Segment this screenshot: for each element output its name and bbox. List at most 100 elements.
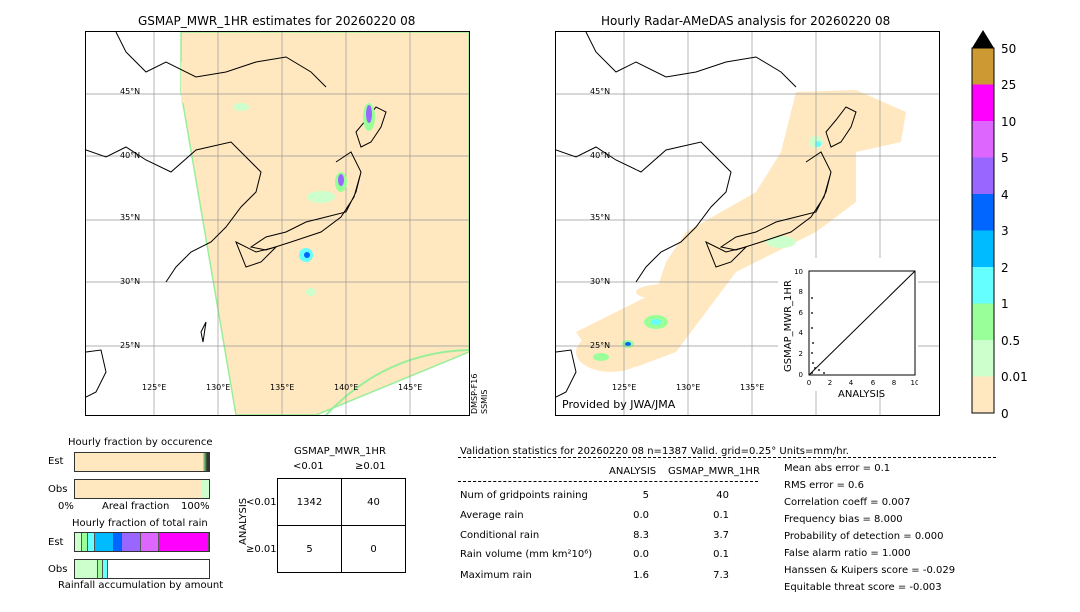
contingency-row1: <0.01 xyxy=(246,497,277,508)
colorbar-segment xyxy=(972,157,994,195)
left-lon-130: 130°E xyxy=(206,383,230,392)
data-credit: Provided by JWA/JMA xyxy=(562,398,676,411)
total-rain-segment xyxy=(95,533,114,551)
left-lon-135: 135°E xyxy=(270,383,294,392)
total-rain-segment xyxy=(121,533,141,551)
sensor-name: SSMIS xyxy=(480,389,489,415)
occurrence-title: Hourly fraction by occurence xyxy=(68,437,213,448)
occurrence-est-bar xyxy=(74,452,210,472)
right-map-title: Hourly Radar-AMeDAS analysis for 2026022… xyxy=(601,14,891,28)
colorbar-segment xyxy=(972,121,994,158)
cbar-label-0-5: 0.5 xyxy=(1001,334,1021,348)
scatter-ytick-8: 8 xyxy=(799,288,803,296)
right-lon-125: 125°E xyxy=(612,383,636,392)
scatter-ytick-4: 4 xyxy=(799,329,804,337)
stat-gsmap-average: 0.1 xyxy=(713,510,729,521)
occurrence-obs-label: Obs xyxy=(48,484,68,495)
occurrence-est-fill xyxy=(75,453,205,471)
contingency-cell-10: 5 xyxy=(277,525,342,573)
contingency-cell-00: 1342 xyxy=(277,478,342,526)
colorbar-segment xyxy=(972,84,994,122)
occurrence-axis-right: 100% xyxy=(181,501,210,512)
stat-label-average: Average rain xyxy=(460,510,524,521)
scatter-xtick-4: 4 xyxy=(849,379,854,387)
colorbar-segment xyxy=(972,267,994,304)
stat-label-maximum: Maximum rain xyxy=(460,570,532,581)
satellite-name: DMSP-F16 xyxy=(470,373,479,414)
stat-analysis-raining: 5 xyxy=(642,490,649,501)
cbar-label-1: 1 xyxy=(1001,297,1009,311)
stat-gsmap-maximum: 7.3 xyxy=(713,570,729,581)
stat-label-volume: Rain volume (mm km²10⁶) xyxy=(460,549,593,560)
scatter-svg: 0 2 4 6 8 10 0 2 4 6 8 10 xyxy=(794,268,918,387)
colorbar-svg xyxy=(971,30,995,414)
right-map: 45°N 40°N 35°N 30°N 25°N 125°E 130°E 135… xyxy=(555,31,940,416)
contingency-table: 1342 40 5 0 xyxy=(277,478,406,573)
right-lat-35: 35°N xyxy=(590,213,610,222)
occurrence-axis-mid: Areal fraction xyxy=(102,501,170,512)
total-rain-caption: Rainfall accumulation by amount xyxy=(58,580,224,591)
cbar-label-10: 10 xyxy=(1001,115,1017,129)
scatter-xtick-6: 6 xyxy=(871,379,876,387)
occurrence-obs-fill xyxy=(75,480,203,498)
cbar-label-2: 2 xyxy=(1001,261,1009,275)
cbar-label-25: 25 xyxy=(1001,78,1017,92)
occurrence-axis-left: 0% xyxy=(58,501,74,512)
total-rain-obs-bar xyxy=(74,559,210,579)
score-mae: Mean abs error = 0.1 xyxy=(784,463,891,474)
score-rmse: RMS error = 0.6 xyxy=(784,480,864,491)
scatter-points xyxy=(811,297,825,374)
colorbar-segment xyxy=(972,340,994,377)
scatter-ytick-0: 0 xyxy=(799,371,803,379)
colorbar-segment xyxy=(972,194,994,231)
colorbar-segment xyxy=(972,303,994,341)
total-rain-segment xyxy=(140,533,160,551)
total-rain-est-label: Est xyxy=(48,537,64,548)
left-lat-30: 30°N xyxy=(120,277,140,286)
scatter-ytick-10: 10 xyxy=(794,268,803,276)
contingency-title: GSMAP_MWR_1HR xyxy=(294,446,386,457)
contingency-cell-01: 40 xyxy=(341,478,406,526)
score-frequency-bias: Frequency bias = 8.000 xyxy=(784,514,903,525)
right-lat-30: 30°N xyxy=(590,277,610,286)
right-lon-130: 130°E xyxy=(676,383,700,392)
left-map: 45°N 40°N 35°N 30°N 25°N 125°E 130°E 135… xyxy=(85,31,470,416)
satellite-label: DMSP-F16 SSMIS xyxy=(470,374,490,414)
right-lat-25: 25°N xyxy=(590,341,610,350)
scatter-xtick-10: 10 xyxy=(911,379,918,387)
total-rain-segment xyxy=(103,560,109,578)
cbar-label-3: 3 xyxy=(1001,224,1009,238)
stat-analysis-volume: 0.0 xyxy=(633,549,649,560)
score-ets: Equitable threat score = -0.003 xyxy=(784,582,942,593)
contingency-col1: <0.01 xyxy=(293,461,324,472)
total-rain-segment xyxy=(75,560,98,578)
scatter-ytick-6: 6 xyxy=(799,309,804,317)
validation-col-gsmap: GSMAP_MWR_1HR xyxy=(668,466,760,477)
cbar-label-0: 0 xyxy=(1001,407,1009,421)
left-map-canvas: 45°N 40°N 35°N 30°N 25°N 125°E 130°E 135… xyxy=(86,32,469,415)
left-lon-125: 125°E xyxy=(142,383,166,392)
total-rain-segment xyxy=(159,533,209,551)
left-lat-45: 45°N xyxy=(120,87,140,96)
validation-col-analysis: ANALYSIS xyxy=(609,466,657,477)
scatter-ylabel: GSMAP_MWR_1HR xyxy=(783,280,794,372)
scatter-xtick-8: 8 xyxy=(892,379,896,387)
stat-label-raining: Num of gridpoints raining xyxy=(460,490,588,501)
left-lat-40: 40°N xyxy=(120,151,140,160)
total-rain-title: Hourly fraction of total rain xyxy=(72,518,208,529)
score-hk: Hanssen & Kuipers score = -0.029 xyxy=(784,565,956,576)
left-lat-25: 25°N xyxy=(120,341,140,350)
left-map-title: GSMAP_MWR_1HR estimates for 20260220 08 xyxy=(138,14,416,28)
contingency-row2: ≥0.01 xyxy=(246,544,277,555)
score-pod: Probability of detection = 0.000 xyxy=(784,531,944,542)
total-rain-obs-label: Obs xyxy=(48,564,68,575)
contingency-cell-11: 0 xyxy=(341,525,406,573)
total-rain-segment xyxy=(113,533,122,551)
occurrence-obs-bar xyxy=(74,479,210,499)
scatter-frame xyxy=(808,270,916,376)
scatter-xtick-2: 2 xyxy=(828,379,832,387)
right-lon-135: 135°E xyxy=(740,383,764,392)
right-map-canvas: 45°N 40°N 35°N 30°N 25°N 125°E 130°E 135… xyxy=(556,32,939,415)
stat-gsmap-raining: 40 xyxy=(716,490,729,501)
total-rain-segment xyxy=(88,533,96,551)
